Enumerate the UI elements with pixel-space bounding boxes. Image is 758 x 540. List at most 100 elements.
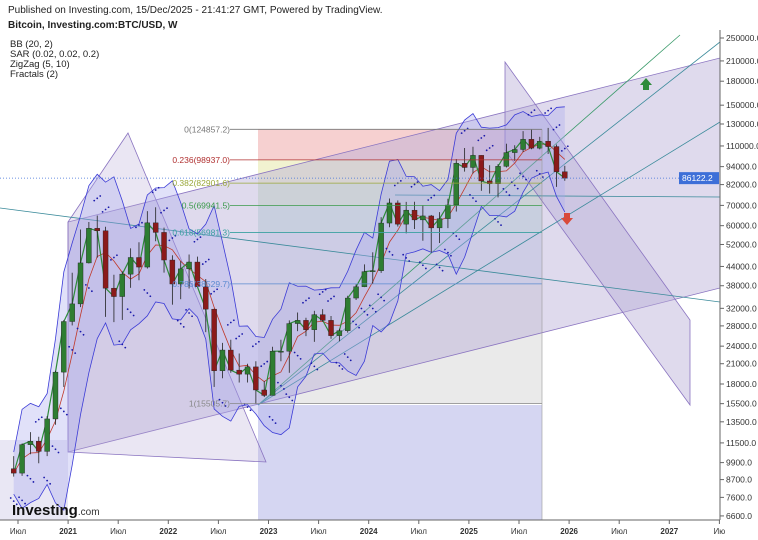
candle-body xyxy=(303,320,309,330)
sar-dot xyxy=(410,185,413,188)
sar-dot xyxy=(179,322,182,325)
sar-dot xyxy=(391,254,394,256)
sar-dot xyxy=(366,313,369,316)
indicator-bb[interactable]: BB (20, 2) xyxy=(10,39,53,50)
sar-dot xyxy=(535,169,538,172)
fib-level-label: 0.236(98937.0) xyxy=(172,155,230,165)
bollinger-lower xyxy=(13,171,566,511)
descending-channel-left[interactable] xyxy=(67,132,267,463)
sar-dot xyxy=(257,340,260,343)
fan-line-3[interactable] xyxy=(257,121,720,406)
sar-dot xyxy=(485,149,488,152)
sar-dot xyxy=(251,345,254,348)
x-tick-label: 2026 xyxy=(560,527,578,536)
sar-dot xyxy=(421,264,424,267)
sar-dot xyxy=(176,319,179,322)
sar-dot xyxy=(385,247,388,250)
logo-main: Investing xyxy=(12,502,78,519)
horizontal-line[interactable] xyxy=(394,194,720,198)
bollinger-band-fill xyxy=(13,106,565,511)
sar-dot xyxy=(522,175,524,178)
sar-dot xyxy=(533,109,536,112)
sar-dot xyxy=(341,368,344,370)
sar-dot xyxy=(224,405,227,407)
sar-dot xyxy=(107,206,110,209)
candle-body xyxy=(470,155,476,168)
candle-body xyxy=(152,222,159,233)
sar-dot xyxy=(513,184,516,187)
left-shaded-zone xyxy=(0,440,68,520)
sar-dot xyxy=(566,145,569,148)
sar-dot xyxy=(360,307,363,310)
sar-dot xyxy=(204,260,207,263)
sar-dot xyxy=(235,337,238,340)
y-tick-label: 28000.0 xyxy=(726,321,757,331)
sar-dot xyxy=(371,307,374,310)
fib-level-label: 0.618(56981.3) xyxy=(172,227,230,237)
candle-body xyxy=(253,366,259,391)
y-tick-label: 150000.0 xyxy=(726,100,758,110)
sar-dot xyxy=(87,287,90,289)
fan-line-1[interactable] xyxy=(257,34,681,406)
fan-line-2[interactable] xyxy=(257,41,720,406)
y-tick-label: 11500.0 xyxy=(726,438,756,448)
sar-dot xyxy=(441,269,444,272)
sar-dot xyxy=(285,393,288,396)
sar-dot xyxy=(455,235,458,237)
sar-dot xyxy=(447,251,449,254)
indicator-zigzag[interactable]: ZigZag (5, 10) xyxy=(10,59,70,70)
sar-dot xyxy=(118,340,121,343)
fib-band xyxy=(258,183,542,206)
sar-dot xyxy=(193,240,196,243)
x-tick-label: 2024 xyxy=(360,527,378,536)
sar-dot xyxy=(308,297,310,300)
y-tick-label: 210000.0 xyxy=(726,56,758,66)
trend-line-down[interactable] xyxy=(0,207,720,303)
arrow-up-icon[interactable] xyxy=(640,78,652,90)
sar-dot xyxy=(497,220,499,223)
candle-body xyxy=(261,389,267,396)
sar-dot xyxy=(40,416,43,419)
sar-dot xyxy=(291,399,294,402)
candle-body xyxy=(562,171,568,179)
y-tick-label: 94000.0 xyxy=(726,162,757,172)
sar-dot xyxy=(510,181,513,184)
sar-dot xyxy=(313,365,316,368)
candle-body xyxy=(378,222,384,271)
sar-dot xyxy=(104,208,107,211)
candle-body xyxy=(520,139,526,150)
symbol-title: Bitcoin, Investing.com:BTC/USD, W xyxy=(8,20,178,31)
indicator-sar[interactable]: SAR (0.02, 0.02, 0.2) xyxy=(10,49,100,60)
arrow-down-icon[interactable] xyxy=(561,213,573,225)
x-tick-label: Июл xyxy=(611,527,628,536)
candle-body xyxy=(11,468,17,474)
sar-dot xyxy=(37,418,40,421)
candle-body xyxy=(553,146,560,172)
sar-dot xyxy=(71,349,74,351)
sar-dot xyxy=(305,299,307,302)
candle-body xyxy=(27,440,34,445)
sar-dot xyxy=(463,129,466,132)
sar-dot xyxy=(254,343,257,345)
sar-dot xyxy=(280,384,282,387)
sar-dot xyxy=(32,481,35,483)
candle-body xyxy=(136,257,142,268)
sar-dot xyxy=(500,224,502,226)
sar-dot xyxy=(143,289,146,291)
sar-dot xyxy=(229,321,232,324)
sar-dot xyxy=(321,291,324,293)
x-tick-label: Июл xyxy=(511,527,528,536)
indicator-fractals[interactable]: Fractals (2) xyxy=(10,69,59,80)
sar-dot xyxy=(377,293,380,296)
sar-dot xyxy=(46,479,49,482)
sar-dot xyxy=(430,196,433,199)
published-note: Published on Investing.com, 15/Dec/2025 … xyxy=(8,5,383,16)
sar-dot xyxy=(135,226,137,229)
sar-dot xyxy=(113,256,115,259)
sar-dot xyxy=(196,238,199,241)
candle-body xyxy=(353,286,359,299)
sar-dot xyxy=(213,290,216,293)
sar-dot xyxy=(413,183,416,186)
sar-dot xyxy=(555,126,558,129)
